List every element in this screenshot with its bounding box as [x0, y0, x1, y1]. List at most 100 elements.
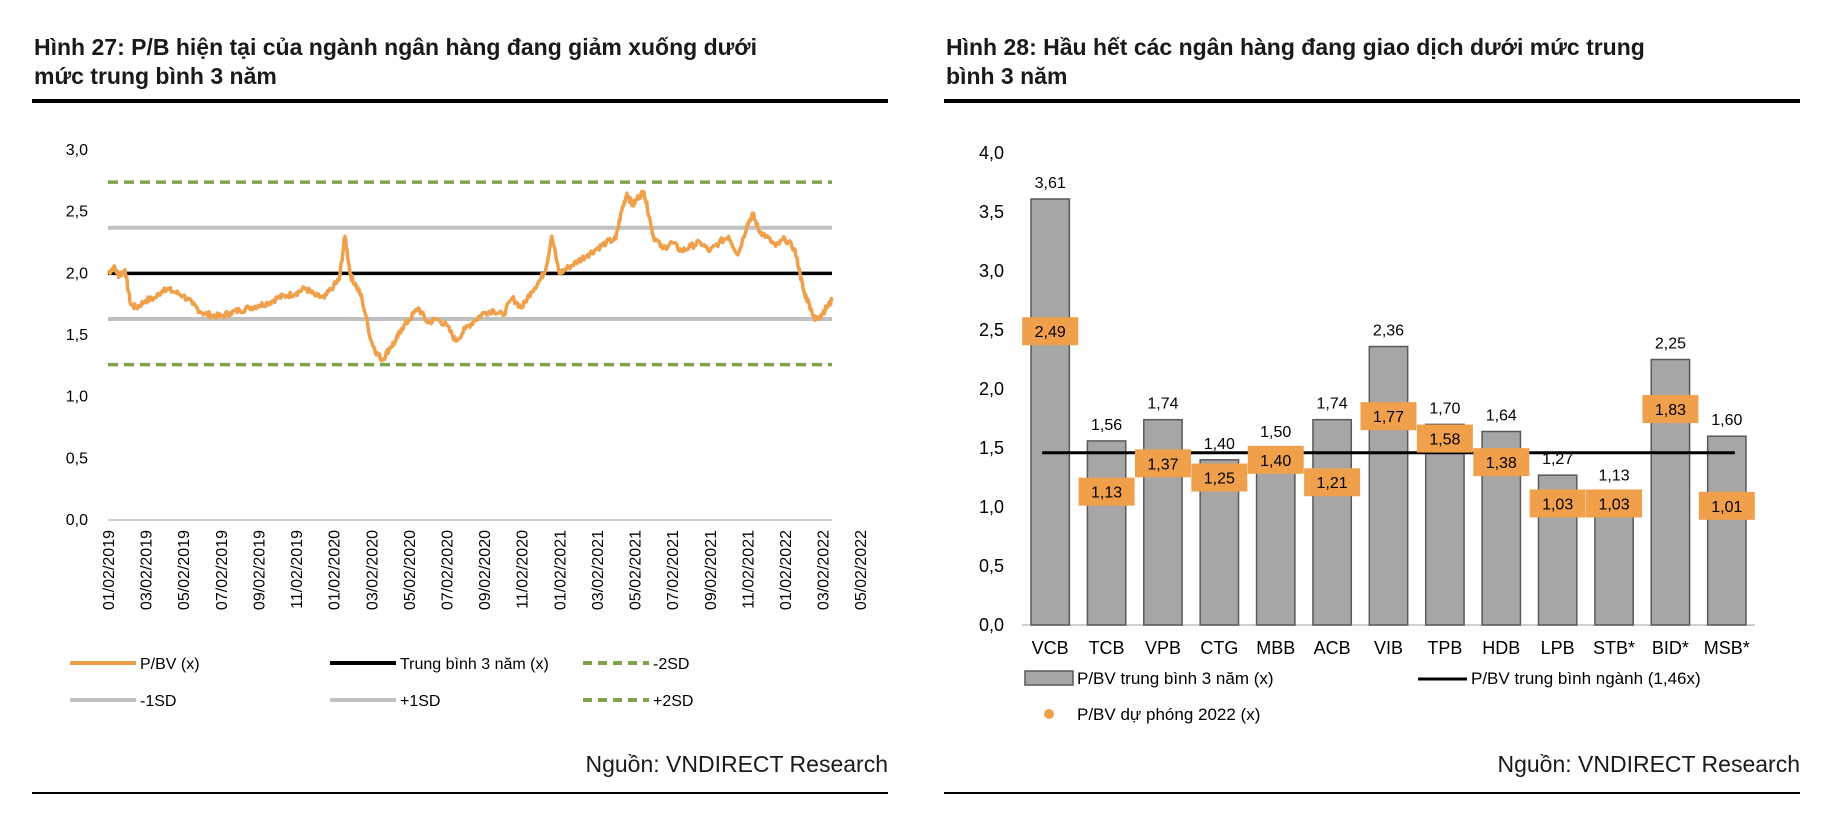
- legend-label: P/BV (x): [140, 656, 200, 673]
- projection-label: 1,25: [1204, 471, 1235, 488]
- legend-label: +1SD: [400, 693, 440, 710]
- projection-label: 1,83: [1655, 402, 1686, 419]
- bar: [1255, 447, 1296, 626]
- legend-swatch: [1024, 670, 1074, 686]
- bar-value-label: 1,64: [1486, 407, 1517, 424]
- y-tick-label: 3,0: [66, 142, 88, 159]
- figure-28-title-line2: bình 3 năm: [946, 63, 1068, 89]
- category-label: HDB: [1482, 638, 1520, 658]
- x-tick-label: 03/02/2020: [364, 530, 381, 610]
- projection-label: 1,37: [1147, 456, 1178, 473]
- figure-27-bottom-rule: [32, 792, 888, 794]
- projection-marker: [1304, 468, 1361, 497]
- x-tick-label: 11/02/2019: [289, 530, 306, 609]
- bar-value-label: 1,13: [1598, 468, 1629, 485]
- x-tick-label: 01/02/2020: [327, 530, 344, 610]
- x-tick-label: 03/02/2019: [139, 530, 156, 610]
- y-tick-label: 2,5: [66, 204, 88, 221]
- x-tick-label: 01/02/2021: [552, 530, 569, 610]
- category-label: ACB: [1314, 638, 1351, 658]
- y-tick-label: 0,0: [66, 512, 88, 529]
- projection-label: 1,38: [1486, 455, 1517, 472]
- category-label: MBB: [1256, 638, 1295, 658]
- bar-value-label: 1,70: [1429, 400, 1460, 417]
- y-tick-label: 2,5: [979, 320, 1004, 340]
- x-tick-label: 09/02/2020: [477, 530, 494, 610]
- legend-swatch: [1044, 709, 1054, 719]
- x-tick-label: 11/02/2020: [515, 530, 532, 609]
- legend-label: -1SD: [140, 693, 176, 710]
- category-label: LPB: [1541, 638, 1575, 658]
- y-tick-label: 0,0: [979, 615, 1004, 635]
- y-tick-label: 2,0: [979, 379, 1004, 399]
- figure-27-title-line1: Hình 27: P/B hiện tại của ngành ngân hàn…: [34, 34, 758, 60]
- x-tick-label: 05/02/2019: [176, 530, 193, 610]
- category-label: VIB: [1374, 638, 1403, 658]
- x-tick-label: 05/02/2020: [402, 530, 419, 610]
- y-tick-label: 1,0: [979, 497, 1004, 517]
- projection-marker: [1698, 491, 1755, 520]
- category-label: BID*: [1652, 638, 1689, 658]
- legend-label: -2SD: [653, 656, 689, 673]
- legend-label: P/BV dự phóng 2022 (x): [1077, 705, 1260, 724]
- bar-value-label: 3,61: [1035, 175, 1066, 192]
- figure-28-title-line1: Hình 28: Hầu hết các ngân hàng đang giao…: [946, 34, 1645, 60]
- y-tick-label: 1,5: [66, 327, 88, 344]
- category-label: CTG: [1200, 638, 1238, 658]
- y-tick-label: 3,0: [979, 261, 1004, 281]
- projection-label: 2,49: [1035, 324, 1066, 341]
- y-tick-label: 0,5: [979, 556, 1004, 576]
- figure-27-title: Hình 27: P/B hiện tại của ngành ngân hàn…: [34, 33, 874, 91]
- x-tick-label: 09/02/2019: [251, 530, 268, 610]
- projection-label: 1,58: [1429, 432, 1460, 449]
- category-label: TPB: [1427, 638, 1462, 658]
- x-tick-label: 07/02/2019: [214, 530, 231, 610]
- bar: [1030, 198, 1071, 626]
- projection-marker: [1078, 477, 1135, 506]
- category-label: MSB*: [1704, 638, 1750, 658]
- legend-label: Trung bình 3 năm (x): [400, 656, 549, 673]
- projection-marker: [1134, 449, 1191, 478]
- projection-marker: [1529, 489, 1586, 518]
- bar: [1424, 423, 1465, 626]
- category-label: VCB: [1032, 638, 1069, 658]
- projection-marker: [1191, 463, 1248, 492]
- projection-label: 1,03: [1542, 496, 1573, 513]
- bar-value-label: 1,60: [1711, 412, 1742, 429]
- bar-value-label: 1,50: [1260, 424, 1291, 441]
- legend-label: P/BV trung bình ngành (1,46x): [1471, 669, 1701, 688]
- projection-label: 1,01: [1711, 499, 1742, 516]
- x-tick-label: 03/02/2022: [816, 530, 833, 610]
- x-tick-label: 05/02/2022: [853, 530, 870, 610]
- projection-marker: [1416, 424, 1473, 453]
- figure-27-title-line2: mức trung bình 3 năm: [34, 63, 277, 89]
- bar-value-label: 1,74: [1147, 396, 1178, 413]
- projection-marker: [1586, 489, 1643, 518]
- y-tick-label: 3,5: [979, 202, 1004, 222]
- x-tick-label: 01/02/2022: [778, 530, 795, 610]
- bar-value-label: 2,36: [1373, 323, 1404, 340]
- projection-marker: [1473, 448, 1530, 477]
- projection-label: 1,21: [1317, 475, 1348, 492]
- y-tick-label: 0,5: [66, 450, 88, 467]
- projection-label: 1,77: [1373, 409, 1404, 426]
- x-tick-label: 01/02/2019: [101, 530, 118, 610]
- projection-marker: [1642, 395, 1699, 424]
- category-label: STB*: [1593, 638, 1635, 658]
- figure-28-title: Hình 28: Hầu hết các ngân hàng đang giao…: [946, 33, 1786, 91]
- bar: [1086, 440, 1127, 626]
- figure-28-bottom-rule: [944, 792, 1800, 794]
- x-tick-label: 09/02/2021: [703, 530, 720, 610]
- legend-label: +2SD: [653, 693, 693, 710]
- projection-label: 1,40: [1260, 453, 1291, 470]
- y-tick-label: 4,0: [979, 143, 1004, 163]
- bar-value-label: 1,27: [1542, 451, 1573, 468]
- projection-marker: [1360, 402, 1417, 431]
- y-tick-label: 1,5: [979, 438, 1004, 458]
- figure-28-source: Nguồn: VNDIRECT Research: [1497, 751, 1800, 777]
- x-tick-label: 07/02/2020: [439, 530, 456, 610]
- y-tick-label: 1,0: [66, 389, 88, 406]
- bar-value-label: 1,74: [1317, 396, 1348, 413]
- x-tick-label: 03/02/2021: [590, 530, 607, 610]
